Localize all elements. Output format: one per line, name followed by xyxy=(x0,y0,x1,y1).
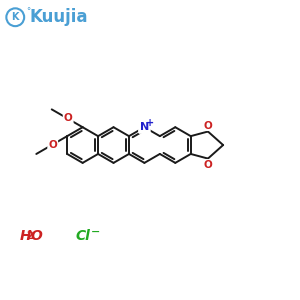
Text: 2: 2 xyxy=(26,231,33,241)
Text: +: + xyxy=(146,118,154,128)
Text: O: O xyxy=(64,113,73,123)
Text: H: H xyxy=(19,229,31,243)
Text: K: K xyxy=(11,12,19,22)
Text: °: ° xyxy=(26,7,30,16)
Text: N: N xyxy=(140,122,149,132)
Text: O: O xyxy=(204,121,212,130)
Text: O: O xyxy=(204,160,212,170)
Text: Cl: Cl xyxy=(76,229,91,243)
Text: O: O xyxy=(30,229,42,243)
Text: −: − xyxy=(91,227,100,237)
Text: Kuujia: Kuujia xyxy=(29,8,88,26)
Text: O: O xyxy=(48,140,57,150)
